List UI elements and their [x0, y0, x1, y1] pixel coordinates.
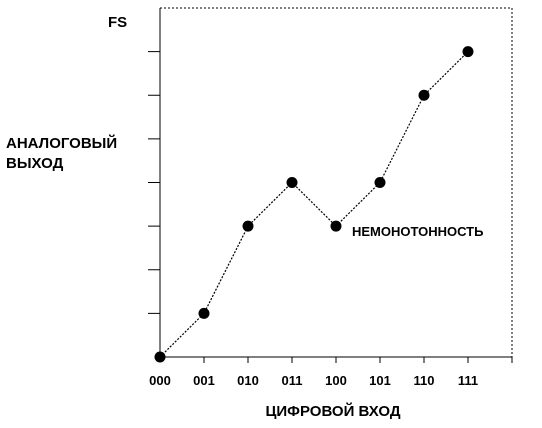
x-tick-label-000: 000	[149, 373, 171, 388]
series-polyline	[159, 51, 469, 358]
data-point-011	[286, 177, 298, 188]
x-tick-label-010: 010	[237, 373, 259, 388]
data-point-110	[418, 89, 430, 101]
x-tick-label-101: 101	[369, 373, 391, 388]
x-tick-labels: 000 001 010 011 100 101 110 111	[149, 373, 478, 388]
x-tick-label-111: 111	[458, 373, 478, 388]
x-ticks	[203, 357, 513, 363]
data-point-100	[330, 220, 342, 232]
data-point-001	[198, 307, 210, 319]
series-line	[159, 51, 469, 358]
x-tick-label-100: 100	[325, 373, 347, 388]
plot-frame	[159, 7, 513, 358]
y-axis-label-line2: ВЫХОД	[6, 155, 64, 172]
annotation-nonmonotonicity: НЕМОНОТОННОСТЬ	[352, 224, 483, 239]
data-point-111	[462, 46, 474, 58]
x-tick-label-001: 001	[193, 373, 215, 388]
y-axis-label-line1: АНАЛОГОВЫЙ	[6, 134, 117, 152]
x-tick-label-110: 110	[414, 373, 435, 388]
x-axis-label: ЦИФРОВОЙ ВХОД	[265, 402, 400, 420]
data-point-101	[374, 177, 386, 188]
y-top-label: FS	[108, 14, 127, 31]
series-points	[154, 46, 474, 363]
x-tick-label-011: 011	[282, 373, 303, 388]
data-point-000	[154, 351, 166, 363]
y-ticks	[148, 51, 160, 314]
data-point-010	[242, 220, 254, 232]
